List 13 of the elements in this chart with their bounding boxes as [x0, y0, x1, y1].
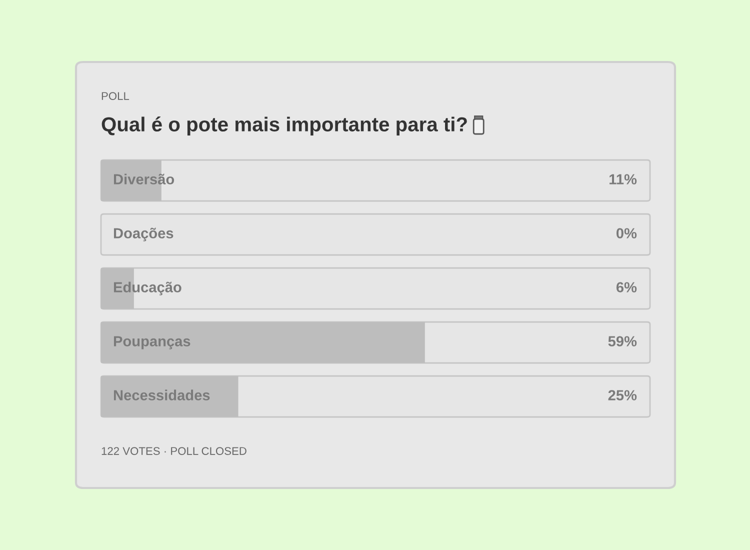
y-tick-label: Poupanças — [114, 336, 190, 350]
chart-subtitle: POLL — [102, 92, 130, 100]
y-tick-label: Doações — [114, 228, 174, 242]
data-label: 11% — [610, 174, 637, 184]
text: 122 VOTES · POLL CLOSED — [102, 447, 246, 455]
data-label: 59% — [608, 336, 637, 346]
y-tick-label: Diversão — [114, 174, 174, 184]
data-label: 0% — [616, 228, 637, 238]
y-tick-label: Necessidades — [114, 390, 210, 400]
data-label: 25% — [608, 390, 637, 400]
chart-title: Qual é o pote mais importante para ti? — [102, 116, 467, 136]
data-label: 6% — [616, 282, 637, 292]
y-tick-label: Educação — [114, 282, 182, 296]
